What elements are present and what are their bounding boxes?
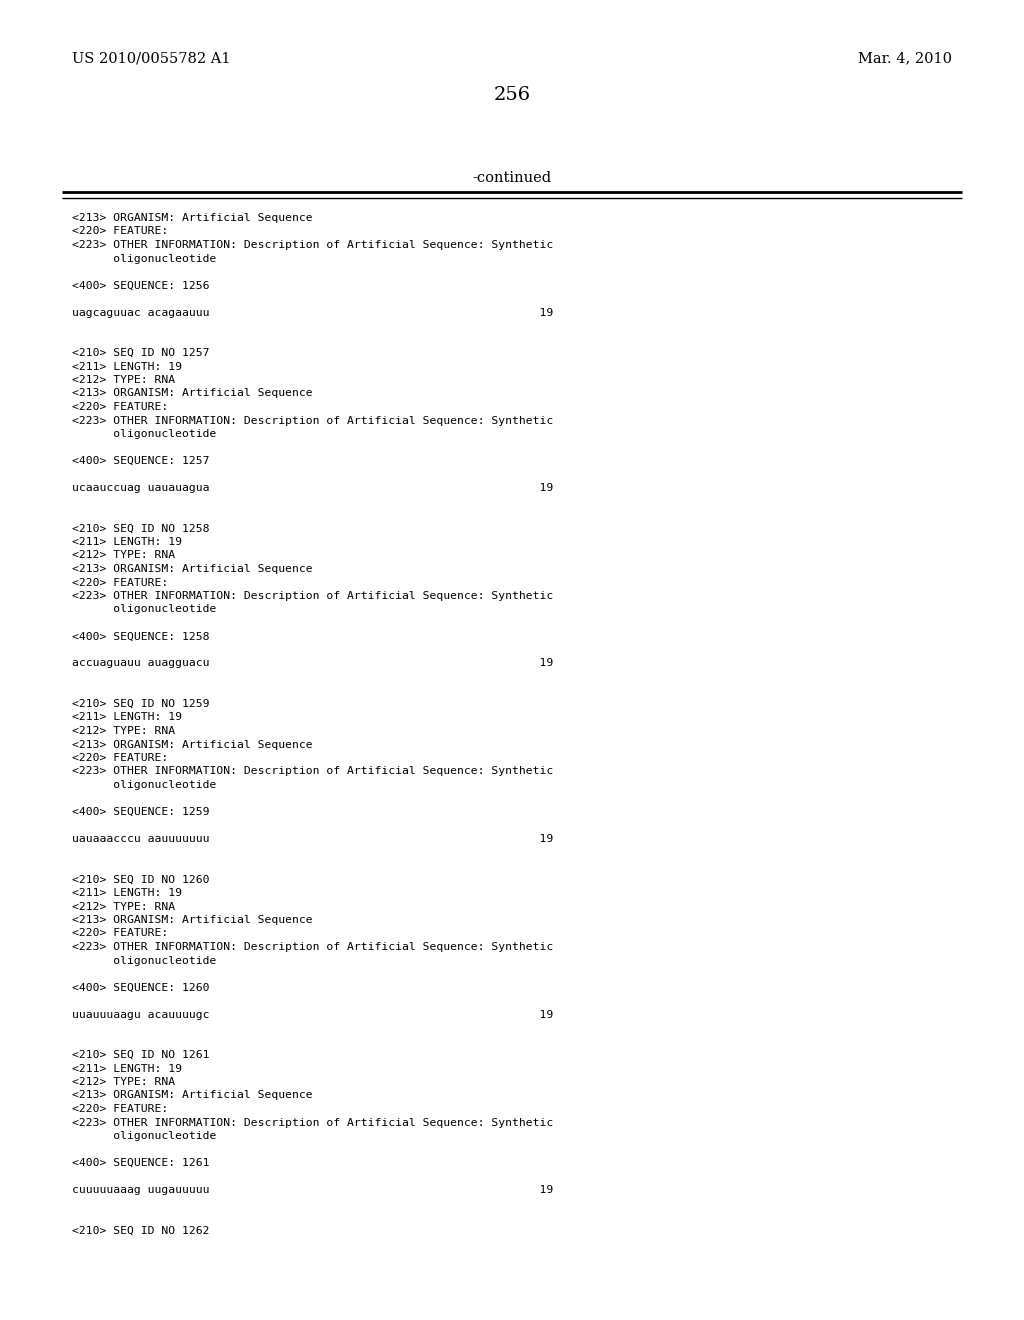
- Text: <210> SEQ ID NO 1261: <210> SEQ ID NO 1261: [72, 1049, 210, 1060]
- Text: <400> SEQUENCE: 1260: <400> SEQUENCE: 1260: [72, 982, 210, 993]
- Text: <210> SEQ ID NO 1262: <210> SEQ ID NO 1262: [72, 1225, 210, 1236]
- Text: accuaguauu auagguacu                                                19: accuaguauu auagguacu 19: [72, 659, 553, 668]
- Text: <212> TYPE: RNA: <212> TYPE: RNA: [72, 375, 175, 385]
- Text: <211> LENGTH: 19: <211> LENGTH: 19: [72, 713, 182, 722]
- Text: <213> ORGANISM: Artificial Sequence: <213> ORGANISM: Artificial Sequence: [72, 388, 312, 399]
- Text: <400> SEQUENCE: 1261: <400> SEQUENCE: 1261: [72, 1158, 210, 1168]
- Text: cuuuuuaaag uugauuuuu                                                19: cuuuuuaaag uugauuuuu 19: [72, 1185, 553, 1195]
- Text: <212> TYPE: RNA: <212> TYPE: RNA: [72, 550, 175, 561]
- Text: <220> FEATURE:: <220> FEATURE:: [72, 752, 168, 763]
- Text: oligonucleotide: oligonucleotide: [72, 780, 216, 789]
- Text: <210> SEQ ID NO 1258: <210> SEQ ID NO 1258: [72, 524, 210, 533]
- Text: <223> OTHER INFORMATION: Description of Artificial Sequence: Synthetic: <223> OTHER INFORMATION: Description of …: [72, 240, 553, 249]
- Text: <220> FEATURE:: <220> FEATURE:: [72, 227, 168, 236]
- Text: <213> ORGANISM: Artificial Sequence: <213> ORGANISM: Artificial Sequence: [72, 915, 312, 925]
- Text: <213> ORGANISM: Artificial Sequence: <213> ORGANISM: Artificial Sequence: [72, 1090, 312, 1101]
- Text: <211> LENGTH: 19: <211> LENGTH: 19: [72, 362, 182, 371]
- Text: <212> TYPE: RNA: <212> TYPE: RNA: [72, 902, 175, 912]
- Text: <400> SEQUENCE: 1256: <400> SEQUENCE: 1256: [72, 281, 210, 290]
- Text: <211> LENGTH: 19: <211> LENGTH: 19: [72, 1064, 182, 1073]
- Text: ucaauccuag uauauagua                                                19: ucaauccuag uauauagua 19: [72, 483, 553, 492]
- Text: <213> ORGANISM: Artificial Sequence: <213> ORGANISM: Artificial Sequence: [72, 739, 312, 750]
- Text: oligonucleotide: oligonucleotide: [72, 605, 216, 615]
- Text: -continued: -continued: [472, 172, 552, 185]
- Text: <223> OTHER INFORMATION: Description of Artificial Sequence: Synthetic: <223> OTHER INFORMATION: Description of …: [72, 942, 553, 952]
- Text: <220> FEATURE:: <220> FEATURE:: [72, 928, 168, 939]
- Text: <223> OTHER INFORMATION: Description of Artificial Sequence: Synthetic: <223> OTHER INFORMATION: Description of …: [72, 767, 553, 776]
- Text: <212> TYPE: RNA: <212> TYPE: RNA: [72, 1077, 175, 1086]
- Text: <220> FEATURE:: <220> FEATURE:: [72, 403, 168, 412]
- Text: <213> ORGANISM: Artificial Sequence: <213> ORGANISM: Artificial Sequence: [72, 564, 312, 574]
- Text: <223> OTHER INFORMATION: Description of Artificial Sequence: Synthetic: <223> OTHER INFORMATION: Description of …: [72, 591, 553, 601]
- Text: US 2010/0055782 A1: US 2010/0055782 A1: [72, 51, 230, 65]
- Text: <220> FEATURE:: <220> FEATURE:: [72, 578, 168, 587]
- Text: oligonucleotide: oligonucleotide: [72, 429, 216, 440]
- Text: <220> FEATURE:: <220> FEATURE:: [72, 1104, 168, 1114]
- Text: <210> SEQ ID NO 1260: <210> SEQ ID NO 1260: [72, 874, 210, 884]
- Text: <400> SEQUENCE: 1259: <400> SEQUENCE: 1259: [72, 807, 210, 817]
- Text: <213> ORGANISM: Artificial Sequence: <213> ORGANISM: Artificial Sequence: [72, 213, 312, 223]
- Text: 256: 256: [494, 86, 530, 104]
- Text: <210> SEQ ID NO 1257: <210> SEQ ID NO 1257: [72, 348, 210, 358]
- Text: oligonucleotide: oligonucleotide: [72, 1131, 216, 1140]
- Text: <223> OTHER INFORMATION: Description of Artificial Sequence: Synthetic: <223> OTHER INFORMATION: Description of …: [72, 1118, 553, 1127]
- Text: uagcaguuac acagaauuu                                                19: uagcaguuac acagaauuu 19: [72, 308, 553, 318]
- Text: <223> OTHER INFORMATION: Description of Artificial Sequence: Synthetic: <223> OTHER INFORMATION: Description of …: [72, 416, 553, 425]
- Text: oligonucleotide: oligonucleotide: [72, 253, 216, 264]
- Text: oligonucleotide: oligonucleotide: [72, 956, 216, 965]
- Text: <400> SEQUENCE: 1258: <400> SEQUENCE: 1258: [72, 631, 210, 642]
- Text: <211> LENGTH: 19: <211> LENGTH: 19: [72, 537, 182, 546]
- Text: <210> SEQ ID NO 1259: <210> SEQ ID NO 1259: [72, 700, 210, 709]
- Text: <211> LENGTH: 19: <211> LENGTH: 19: [72, 888, 182, 898]
- Text: uuauuuaagu acauuuugc                                                19: uuauuuaagu acauuuugc 19: [72, 1010, 553, 1019]
- Text: <212> TYPE: RNA: <212> TYPE: RNA: [72, 726, 175, 737]
- Text: Mar. 4, 2010: Mar. 4, 2010: [858, 51, 952, 65]
- Text: uauaaacccu aauuuuuuu                                                19: uauaaacccu aauuuuuuu 19: [72, 834, 553, 843]
- Text: <400> SEQUENCE: 1257: <400> SEQUENCE: 1257: [72, 455, 210, 466]
